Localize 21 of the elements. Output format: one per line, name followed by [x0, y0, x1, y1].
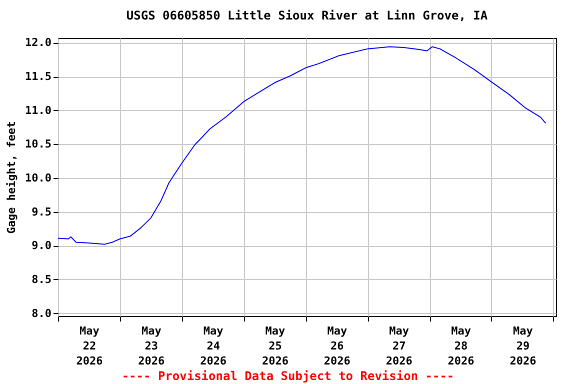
- y-tick-label: 11.0: [25, 104, 52, 117]
- y-tick-label: 8.5: [32, 272, 52, 286]
- x-tick-label: May 24 2026: [200, 324, 227, 368]
- y-tick-label: 10.0: [25, 172, 52, 185]
- y-tick-label: 10.5: [25, 138, 52, 151]
- y-tick-label: 8.0: [32, 306, 52, 320]
- x-tick-label: May 23 2026: [138, 324, 166, 368]
- x-tick-label: May 26 2026: [324, 324, 351, 368]
- x-tick-label: May 27 2026: [386, 324, 413, 368]
- x-tick-label: May 25 2026: [262, 324, 289, 368]
- y-tick-label: 9.0: [32, 239, 52, 252]
- y-tick-label: 11.5: [25, 70, 52, 84]
- x-tick-label: May 22 2026: [76, 324, 104, 368]
- x-tick-label: May 29 2026: [510, 324, 537, 368]
- chart-title: USGS 06605850 Little Sioux River at Linn Grove, IA: [126, 8, 488, 23]
- line-series: [58, 46, 546, 245]
- x-tick-label: May 28 2026: [448, 324, 475, 368]
- y-tick-label: 9.5: [32, 205, 52, 218]
- text: ---- Provisional Data Subject to Revision ----: [122, 369, 454, 383]
- y-axis-title: Gage height, feet: [5, 121, 18, 234]
- y-tick-label: 12.0: [25, 36, 52, 50]
